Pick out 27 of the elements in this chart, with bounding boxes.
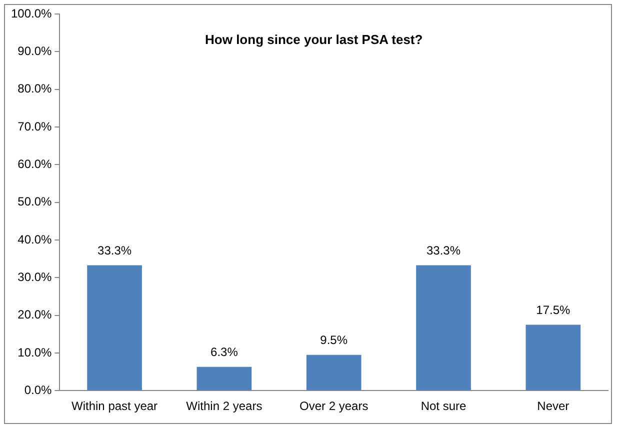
y-tick-label: 70.0% [18, 119, 52, 134]
data-label: 17.5% [536, 303, 571, 318]
text: How long since your last PSA test? [205, 32, 423, 48]
y-tick-label: 30.0% [18, 270, 52, 284]
data-label: 33.3% [98, 244, 132, 258]
x-tick-label: Within past year [72, 399, 158, 414]
x-tick-label: Not sure [420, 399, 467, 414]
y-tick-label: 0.0% [24, 382, 52, 397]
bar [196, 366, 252, 390]
y-tick-label: 10.0% [18, 345, 52, 360]
x-tick-label: Within 2 years [186, 399, 262, 414]
y-tick-label: 50.0% [18, 194, 52, 209]
y-tick-label: 20.0% [18, 308, 52, 322]
y-tick-label: 80.0% [18, 82, 52, 96]
bar [306, 354, 362, 390]
y-tick-label: 100.0% [10, 6, 52, 20]
x-tick-label: Over 2 years [300, 399, 368, 414]
bar [526, 324, 581, 390]
data-label: 33.3% [426, 244, 461, 258]
data-label: 6.3% [210, 345, 238, 360]
y-tick-label: 90.0% [18, 44, 52, 58]
bar [87, 265, 142, 390]
y-tick-label: 60.0% [18, 156, 52, 171]
bar [416, 265, 471, 390]
y-tick-label: 40.0% [18, 232, 52, 246]
data-label: 9.5% [320, 333, 348, 348]
x-tick-label: Never [537, 399, 570, 414]
